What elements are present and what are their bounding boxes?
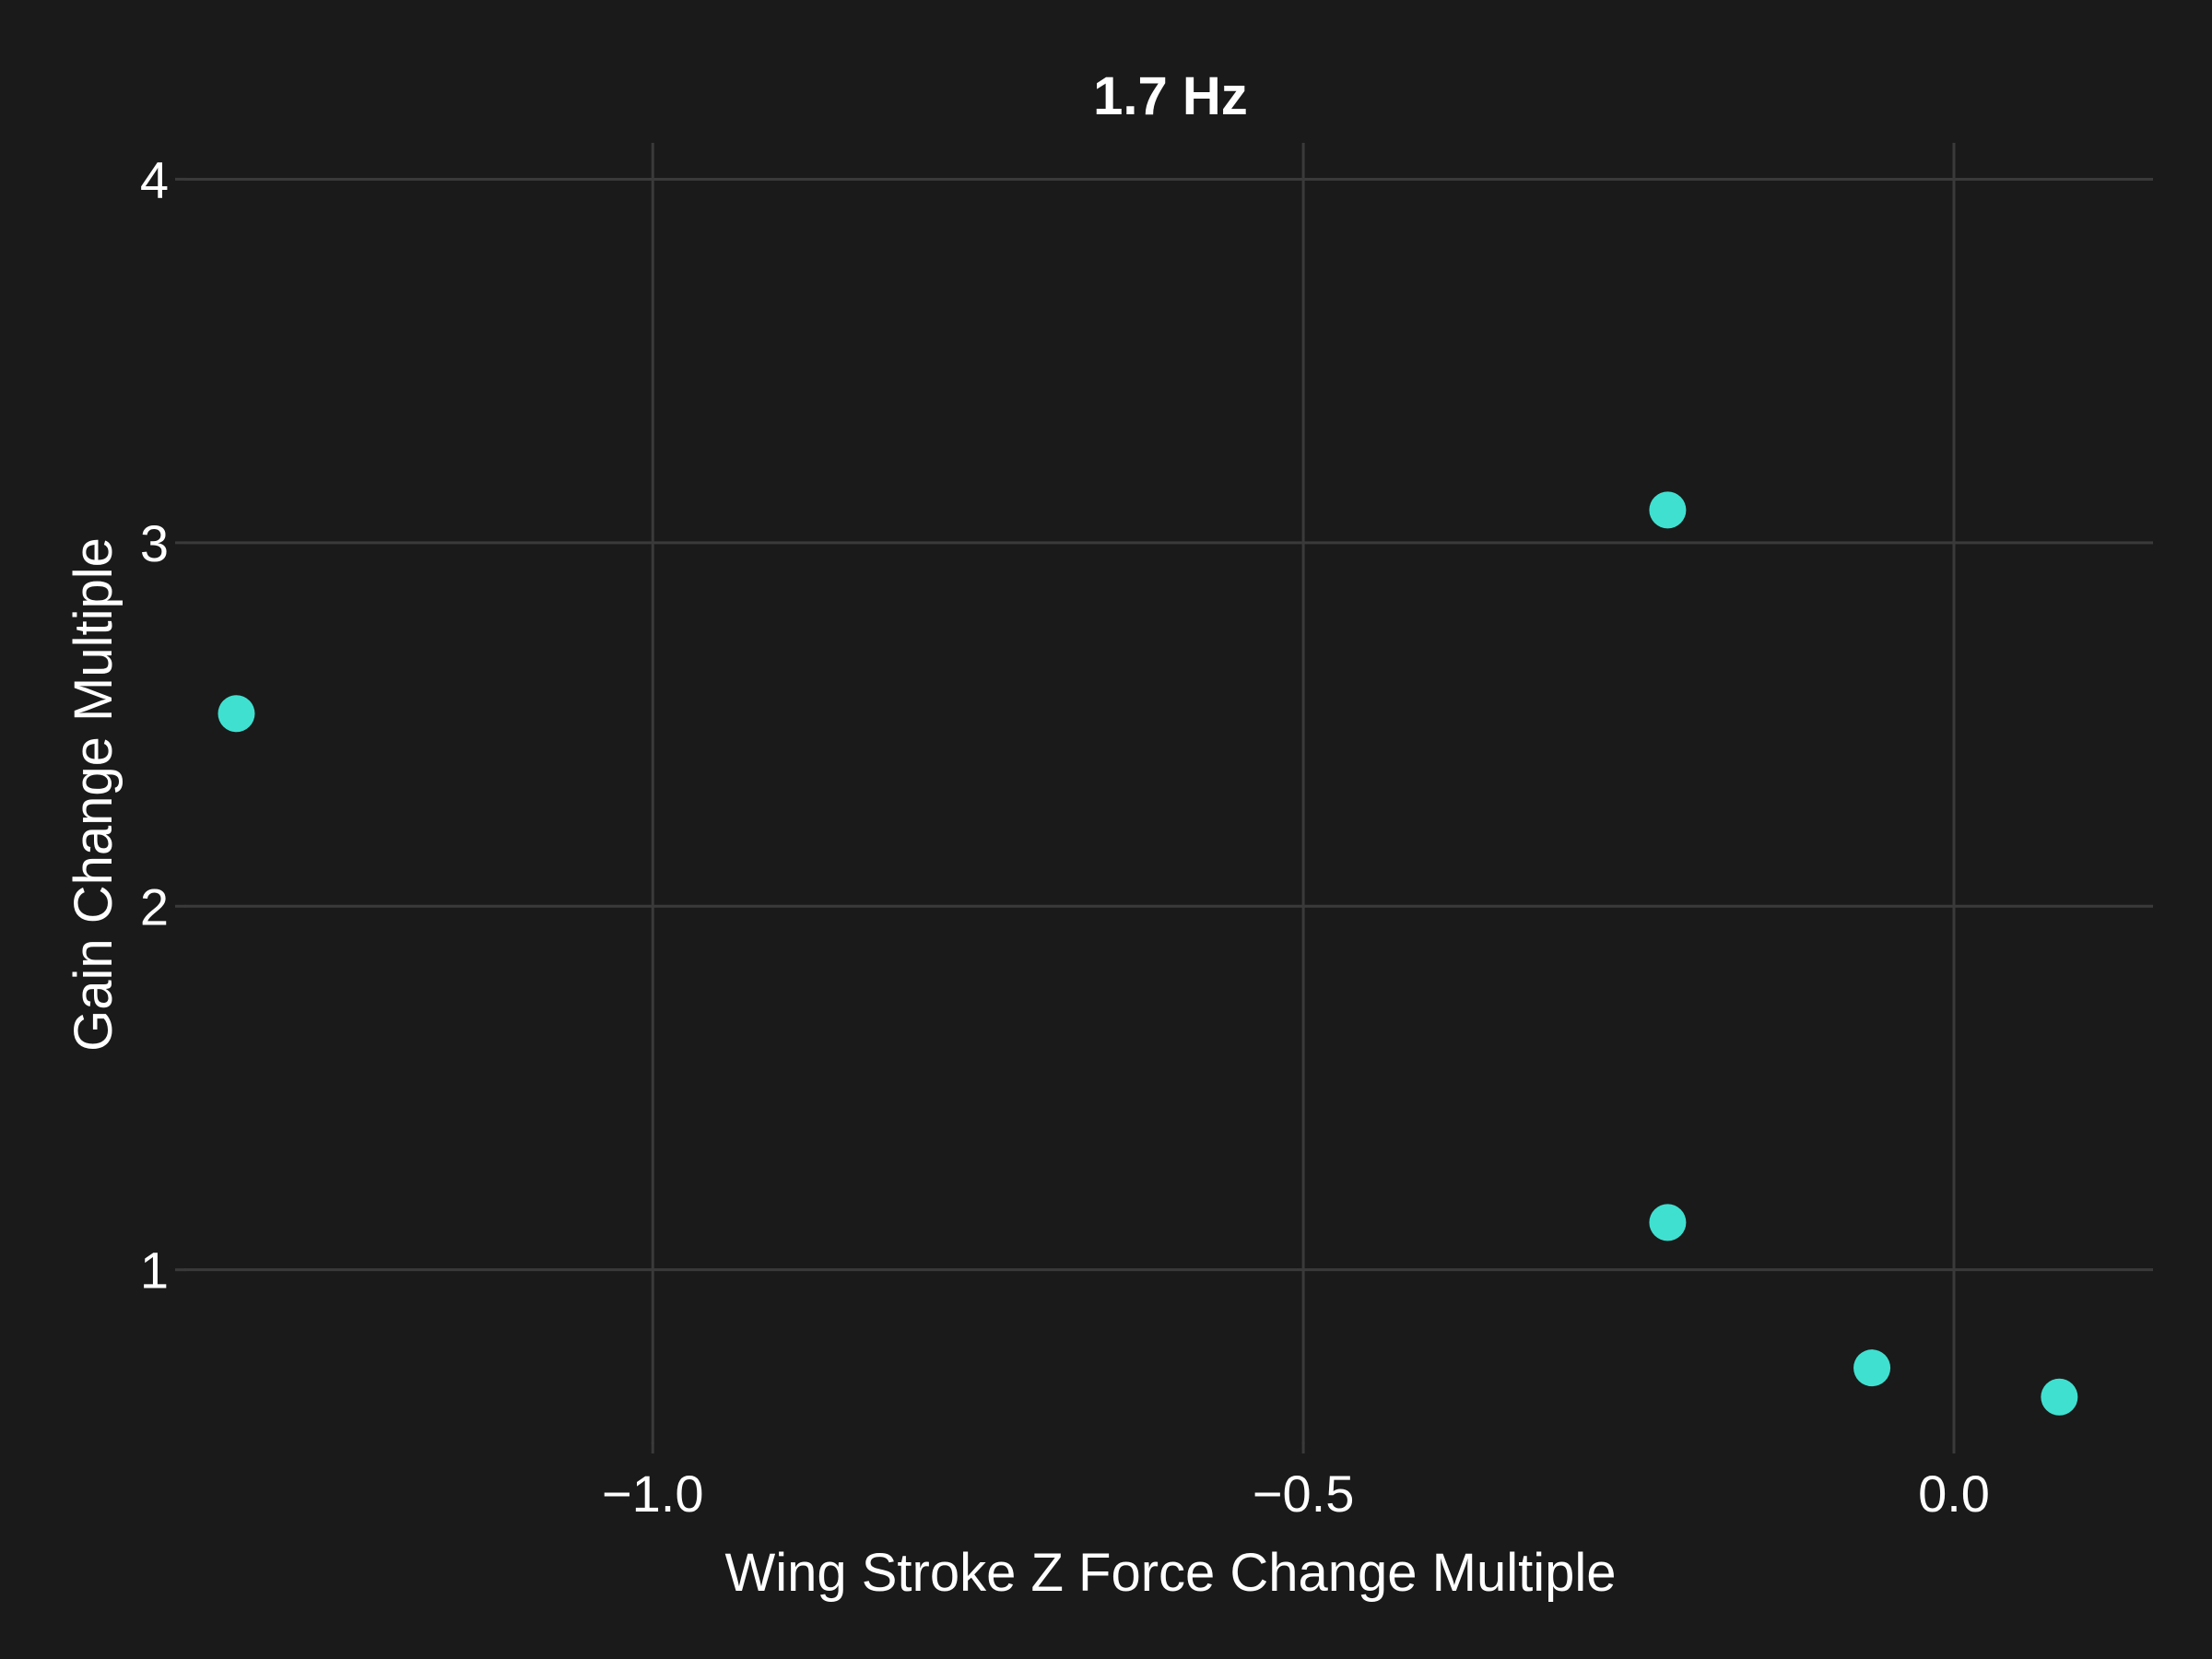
x-tick-label: −0.5 [1253,1465,1355,1523]
data-point [1649,491,1687,529]
y-tick-label: 3 [140,514,169,572]
data-point [2041,1378,2078,1416]
y-tick-label: 2 [140,877,169,935]
y-axis-label: Gain Change Multiple [64,537,124,1052]
x-tick-label: −1.0 [602,1465,704,1523]
y-tick-label: 1 [140,1241,169,1300]
x-axis-label: Wing Stroke Z Force Change Multiple [724,1543,1616,1603]
chart-title: 1.7 Hz [1093,66,1248,126]
data-point [218,695,255,733]
data-points [218,491,2078,1416]
ticks: −1.0 −0.5 0.0 1 2 3 4 [140,150,1990,1523]
data-point [1853,1349,1891,1387]
y-tick-label: 4 [140,150,169,208]
x-tick-label: 0.0 [1918,1465,1990,1523]
data-point [1649,1204,1687,1241]
grid [184,143,2153,1444]
